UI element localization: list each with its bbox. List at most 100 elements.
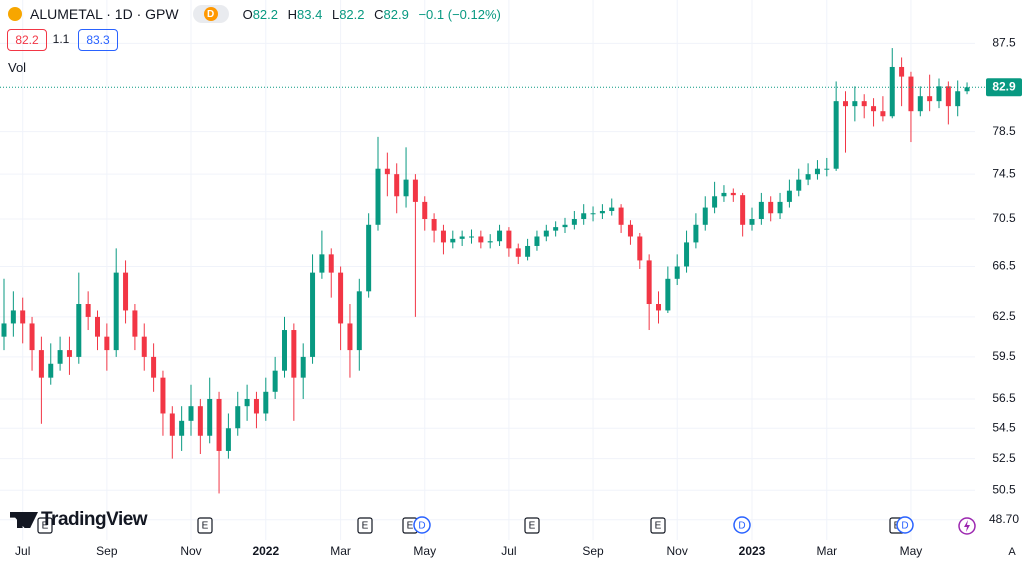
ohlc: O82.2 H83.4 L82.2 C82.9 −0.1 (−0.12%)	[243, 7, 501, 22]
candle-body	[553, 227, 559, 231]
event-marker[interactable]: D	[413, 516, 431, 534]
candle-body	[871, 106, 877, 112]
event-letter: D	[738, 521, 745, 532]
candle-body	[936, 86, 942, 102]
candle-body	[403, 179, 409, 197]
y-tick-label: 70.5	[992, 211, 1016, 225]
ohlc-key: C	[374, 6, 384, 22]
event-letter: E	[202, 521, 209, 532]
event-box	[650, 517, 666, 534]
x-tick-label: Nov	[667, 544, 688, 558]
event-marker[interactable]: E	[402, 517, 418, 534]
candle-body	[412, 179, 418, 202]
candle-body	[646, 260, 652, 305]
x-tick-label: Jul	[15, 544, 30, 558]
candle-body	[375, 168, 381, 225]
event-letter: E	[529, 521, 536, 532]
candle-body	[506, 230, 512, 249]
candle-body	[843, 101, 848, 107]
event-marker[interactable]: D	[733, 516, 751, 534]
candle-body	[824, 168, 830, 170]
y-tick-label: 50.5	[992, 482, 1016, 496]
candle-body	[319, 254, 325, 273]
candle-body	[768, 201, 774, 214]
event-marker[interactable]: E	[650, 517, 666, 534]
y-tick-label: 56.5	[992, 391, 1016, 405]
candle-body	[880, 111, 886, 117]
candle-body	[852, 101, 858, 107]
candle-body	[207, 398, 213, 436]
scale-mode[interactable]: A	[1008, 546, 1016, 558]
x-tick-label: Nov	[180, 544, 201, 558]
candle-body	[10, 310, 16, 324]
event-letter: D	[901, 521, 908, 532]
ohlc-key: L	[331, 6, 340, 22]
change: −0.1 (−0.12%)	[418, 6, 501, 22]
candle-body	[450, 238, 456, 243]
lightning-bolt	[964, 520, 970, 532]
volume-label: Vol	[8, 60, 27, 75]
candle-body	[833, 101, 839, 169]
event-marker[interactable]: D	[896, 516, 914, 534]
event-circle	[733, 516, 751, 534]
event-letter: D	[418, 521, 425, 532]
x-tick-label: May	[900, 544, 923, 558]
ohlc-key: O	[242, 6, 253, 22]
candle-body	[487, 241, 493, 243]
legend-header: ALUMETAL · 1D · GPW D O82.2 H83.4 L82.2 …	[8, 4, 501, 24]
event-marker[interactable]: E	[357, 517, 373, 534]
event-marker[interactable]: E	[524, 517, 540, 534]
candle-body	[627, 224, 633, 237]
event-letter: E	[362, 521, 369, 532]
x-tick-label: Mar	[816, 544, 837, 558]
candle-body	[562, 224, 568, 228]
event-letter: E	[407, 521, 414, 532]
y-tick-label: 74.5	[992, 166, 1016, 180]
event-marker[interactable]: E	[197, 517, 213, 534]
candle-body	[599, 210, 605, 214]
symbol-icon	[8, 7, 22, 21]
candle-body	[684, 242, 690, 267]
symbol[interactable]: ALUMETAL · 1D · GPW	[30, 6, 179, 22]
candle-body	[796, 179, 802, 191]
bid-button[interactable]: 82.2	[7, 29, 47, 51]
candle-body	[440, 230, 446, 243]
ohlc-value: 82.2	[339, 6, 365, 22]
candle-body	[225, 428, 231, 451]
candle-body	[66, 350, 72, 357]
candle-body	[291, 330, 297, 378]
candle-body	[656, 304, 661, 311]
y-tick-label: 78.5	[992, 124, 1016, 138]
candle-body	[712, 196, 718, 208]
candle-body	[497, 230, 503, 242]
candle-body	[38, 350, 44, 378]
market-badge[interactable]: D	[192, 5, 229, 23]
ask-button[interactable]: 83.3	[78, 29, 118, 51]
event-box	[524, 517, 540, 534]
candle-body	[48, 363, 54, 378]
y-tick-label: 62.5	[992, 309, 1016, 323]
candle-body	[693, 224, 699, 243]
candle-body	[814, 168, 820, 175]
candle-body	[300, 356, 306, 378]
candle-body	[123, 272, 129, 311]
candle-body	[132, 310, 138, 337]
candle-body	[85, 304, 91, 317]
spread: 1.1	[52, 32, 70, 46]
candle-body	[179, 420, 185, 436]
candle-body	[356, 291, 362, 351]
candle-body	[160, 377, 166, 414]
candle-body	[328, 254, 334, 273]
candle-body	[76, 304, 82, 357]
y-tick-label: 48.70	[989, 512, 1019, 526]
event-marker[interactable]: E	[37, 517, 53, 534]
candle-body	[721, 192, 727, 197]
candle-body	[889, 66, 895, 117]
y-tick-label: 54.5	[992, 420, 1016, 434]
candle-body	[674, 266, 680, 279]
logo[interactable]: TradingView	[10, 509, 148, 531]
logo-icon	[10, 512, 38, 528]
ohlc-value: 83.4	[297, 6, 323, 22]
candle-body	[609, 207, 615, 211]
candle-body	[637, 236, 643, 261]
